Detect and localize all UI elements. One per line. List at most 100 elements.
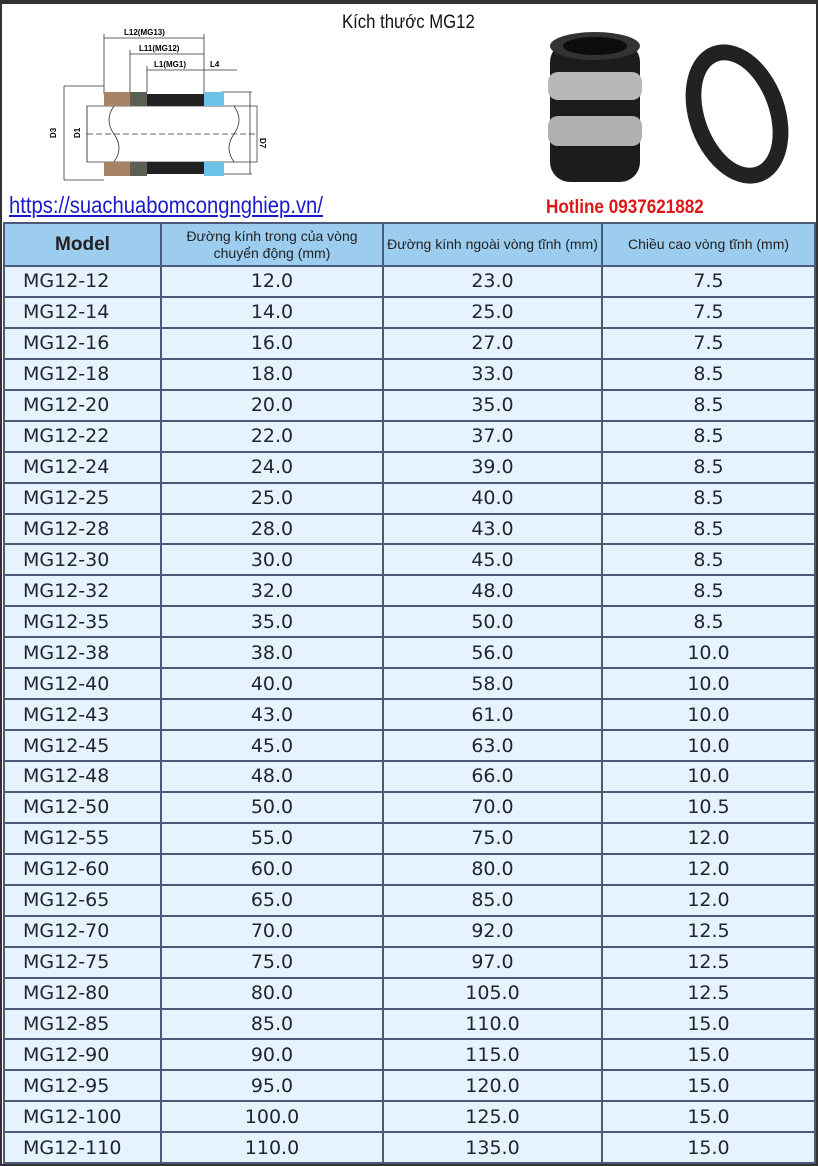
table-row: MG12-95 95.0 120.0 15.0 (3, 1069, 816, 1103)
cell-height: 7.5 (601, 326, 816, 360)
cell-model: MG12-110 (3, 1131, 162, 1165)
label-l1: L1(MG1) (154, 60, 186, 69)
column-header-model: Model (3, 222, 162, 267)
table-row: MG12-38 38.0 56.0 10.0 (3, 636, 816, 670)
cell-model: MG12-32 (3, 574, 162, 608)
cell-inner-diameter: 18.0 (160, 357, 384, 391)
cell-model: MG12-16 (3, 326, 162, 360)
mg12-size-table: Model Đường kính trong của vòng chuyển đ… (3, 222, 816, 1165)
cell-inner-diameter: 85.0 (160, 1007, 384, 1041)
table-row: MG12-12 12.0 23.0 7.5 (3, 265, 816, 298)
table-row: MG12-75 75.0 97.0 12.5 (3, 945, 816, 979)
cell-model: MG12-100 (3, 1100, 162, 1134)
cell-model: MG12-22 (3, 419, 162, 453)
table-row: MG12-43 43.0 61.0 10.0 (3, 698, 816, 732)
cell-height: 15.0 (601, 1007, 816, 1041)
cell-model: MG12-70 (3, 914, 162, 948)
cell-inner-diameter: 35.0 (160, 605, 384, 639)
cell-inner-diameter: 90.0 (160, 1038, 384, 1072)
cell-outer-diameter: 56.0 (382, 636, 603, 670)
label-l11: L11(MG12) (139, 44, 180, 53)
cell-inner-diameter: 55.0 (160, 821, 384, 855)
cell-model: MG12-18 (3, 357, 162, 391)
cell-inner-diameter: 40.0 (160, 667, 384, 701)
cell-model: MG12-43 (3, 698, 162, 732)
table-row: MG12-110 110.0 135.0 15.0 (3, 1131, 816, 1165)
cell-height: 8.5 (601, 357, 816, 391)
cell-inner-diameter: 75.0 (160, 945, 384, 979)
table-row: MG12-48 48.0 66.0 10.0 (3, 760, 816, 793)
cell-model: MG12-80 (3, 976, 162, 1010)
cell-model: MG12-60 (3, 852, 162, 886)
cell-inner-diameter: 22.0 (160, 419, 384, 453)
cell-outer-diameter: 43.0 (382, 512, 603, 546)
cell-height: 8.5 (601, 574, 816, 608)
cell-inner-diameter: 12.0 (160, 265, 384, 298)
cell-inner-diameter: 48.0 (160, 760, 384, 793)
cell-model: MG12-20 (3, 388, 162, 422)
cell-inner-diameter: 24.0 (160, 450, 384, 484)
table-row: MG12-85 85.0 110.0 15.0 (3, 1007, 816, 1041)
cell-outer-diameter: 120.0 (382, 1069, 603, 1103)
cell-inner-diameter: 43.0 (160, 698, 384, 732)
cell-model: MG12-12 (3, 265, 162, 298)
table-row: MG12-65 65.0 85.0 12.0 (3, 883, 816, 917)
table-row: MG12-70 70.0 92.0 12.5 (3, 914, 816, 948)
cell-inner-diameter: 70.0 (160, 914, 384, 948)
cell-outer-diameter: 75.0 (382, 821, 603, 855)
cell-height: 12.0 (601, 821, 816, 855)
cell-outer-diameter: 27.0 (382, 326, 603, 360)
cell-outer-diameter: 97.0 (382, 945, 603, 979)
cell-outer-diameter: 85.0 (382, 883, 603, 917)
cell-height: 7.5 (601, 295, 816, 329)
table-row: MG12-30 30.0 45.0 8.5 (3, 543, 816, 577)
cell-model: MG12-14 (3, 295, 162, 329)
cell-model: MG12-55 (3, 821, 162, 855)
cell-height: 8.5 (601, 481, 816, 515)
cell-outer-diameter: 105.0 (382, 976, 603, 1010)
cell-height: 12.5 (601, 914, 816, 948)
label-l4: L4 (210, 60, 220, 69)
table-row: MG12-32 32.0 48.0 8.5 (3, 574, 816, 608)
cell-height: 10.0 (601, 667, 816, 701)
cell-model: MG12-95 (3, 1069, 162, 1103)
cell-height: 8.5 (601, 543, 816, 577)
cell-outer-diameter: 25.0 (382, 295, 603, 329)
cell-height: 8.5 (601, 512, 816, 546)
label-d1: D1 (73, 127, 82, 138)
cell-inner-diameter: 65.0 (160, 883, 384, 917)
cell-outer-diameter: 35.0 (382, 388, 603, 422)
cell-outer-diameter: 39.0 (382, 450, 603, 484)
cell-model: MG12-30 (3, 543, 162, 577)
label-d7: D7 (258, 138, 267, 149)
cell-inner-diameter: 28.0 (160, 512, 384, 546)
cell-height: 8.5 (601, 450, 816, 484)
table-row: MG12-20 20.0 35.0 8.5 (3, 388, 816, 422)
cell-model: MG12-48 (3, 760, 162, 793)
cell-height: 10.0 (601, 636, 816, 670)
cell-outer-diameter: 63.0 (382, 729, 603, 762)
website-link[interactable]: https://suachuabomcongnghiep.vn/ (9, 192, 323, 218)
table-row: MG12-80 80.0 105.0 12.5 (3, 976, 816, 1010)
label-l12: L12(MG13) (124, 28, 165, 37)
cell-model: MG12-85 (3, 1007, 162, 1041)
cell-model: MG12-40 (3, 667, 162, 701)
cell-inner-diameter: 50.0 (160, 790, 384, 824)
cell-inner-diameter: 25.0 (160, 481, 384, 515)
column-header-outer-diameter: Đường kính ngoài vòng tĩnh (mm) (382, 222, 603, 267)
cell-outer-diameter: 58.0 (382, 667, 603, 701)
table-row: MG12-55 55.0 75.0 12.0 (3, 821, 816, 855)
cell-outer-diameter: 23.0 (382, 265, 603, 298)
cell-height: 15.0 (601, 1069, 816, 1103)
cell-model: MG12-25 (3, 481, 162, 515)
cell-height: 10.0 (601, 698, 816, 732)
cell-inner-diameter: 45.0 (160, 729, 384, 762)
page-title: Kích thước MG12 (342, 12, 475, 33)
table-row: MG12-45 45.0 63.0 10.0 (3, 729, 816, 762)
cell-inner-diameter: 95.0 (160, 1069, 384, 1103)
cell-height: 10.5 (601, 790, 816, 824)
seal-dimension-diagram: L12(MG13) L11(MG12) L1(MG1) L4 D3 D1 D7 (49, 28, 267, 181)
cell-outer-diameter: 45.0 (382, 543, 603, 577)
table-row: MG12-28 28.0 43.0 8.5 (3, 512, 816, 546)
cell-model: MG12-35 (3, 605, 162, 639)
